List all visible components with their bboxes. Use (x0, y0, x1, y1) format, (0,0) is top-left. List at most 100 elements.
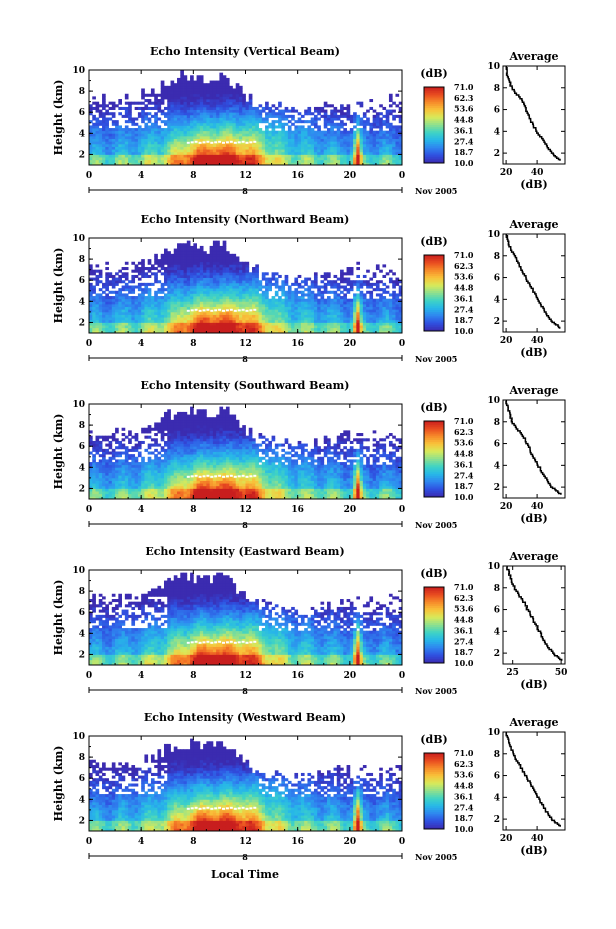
profile-title: Average (508, 550, 558, 563)
panel-title: Echo Intensity (Southward Beam) (141, 379, 350, 392)
profile-y-tick-label: 6 (494, 440, 500, 450)
heatmap-cells (89, 70, 403, 166)
x-tick-label: 16 (291, 505, 304, 515)
date-label: Nov 2005 (415, 186, 457, 196)
y-tick-label: 4 (79, 629, 85, 639)
colorbar-frame (423, 420, 445, 498)
day-label: 8 (242, 852, 248, 862)
colorbar-tick-label: 36.1 (454, 625, 473, 635)
y-tick-label: 8 (79, 587, 85, 597)
y-tick-label: 2 (79, 318, 85, 328)
y-tick-label: 4 (79, 129, 85, 139)
colorbar-tick-label: 44.8 (454, 781, 474, 791)
colorbar-unit: (dB) (420, 67, 447, 80)
x-axis-label: Local Time (211, 868, 279, 881)
profile-x-tick-label: 40 (531, 502, 544, 512)
colorbar-tick-label: 10.0 (454, 492, 474, 502)
colorbar-tick-label: 53.6 (454, 770, 474, 780)
x-tick-label: 16 (291, 837, 304, 847)
y-axis-label: Height (km) (52, 580, 65, 656)
colorbar-tick-label: 44.8 (454, 615, 474, 625)
profile-y-tick-label: 2 (494, 815, 500, 825)
y-tick-label: 8 (79, 421, 85, 431)
y-axis-label: Height (km) (52, 746, 65, 822)
colorbar-tick-label: 71.0 (454, 250, 474, 260)
profile-y-tick-label: 4 (494, 461, 500, 471)
profile-title: Average (508, 384, 558, 397)
y-tick-label: 2 (79, 150, 85, 160)
profile-xlabel: (dB) (520, 678, 547, 691)
y-tick-label: 6 (79, 608, 85, 618)
x-tick-label: 12 (239, 339, 252, 349)
colorbar-tick-label: 44.8 (454, 115, 474, 125)
colorbar-tick-label: 62.3 (454, 593, 474, 603)
profile-frame (502, 731, 566, 831)
y-tick-label: 10 (72, 732, 85, 742)
day-label: 8 (242, 686, 248, 696)
y-tick-label: 6 (79, 276, 85, 286)
profile-y-tick-label: 6 (494, 772, 500, 782)
colorbar-tick-label: 36.1 (454, 125, 473, 135)
panel-2: Echo Intensity (Northward Beam) 2 4 6 8 10 Hei… (52, 213, 566, 364)
panel-title: Echo Intensity (Westward Beam) (144, 711, 346, 724)
profile-line (505, 234, 561, 329)
colorbar-tick-label: 27.4 (454, 304, 474, 314)
date-label: Nov 2005 (415, 686, 457, 696)
colorbar-tick-label: 27.4 (454, 636, 474, 646)
y-tick-label: 8 (79, 753, 85, 763)
colorbar-tick-label: 62.3 (454, 261, 474, 271)
x-tick-label: 4 (138, 339, 144, 349)
x-tick-label: 0 (86, 339, 92, 349)
profile-line (506, 566, 563, 661)
y-tick-label: 6 (79, 108, 85, 118)
profile-frame (502, 65, 566, 165)
colorbar-tick-label: 44.8 (454, 449, 474, 459)
x-tick-label: 12 (239, 671, 252, 681)
x-tick-label: 8 (190, 171, 196, 181)
profile-x-tick-label: 20 (500, 168, 513, 178)
profile-y-tick-label: 4 (494, 627, 500, 637)
colorbar-tick-label: 71.0 (454, 582, 474, 592)
x-tick-label: 8 (190, 505, 196, 515)
colorbar-tick-label: 53.6 (454, 438, 474, 448)
colorbar-tick-label: 27.4 (454, 136, 474, 146)
heatmap-cells (89, 572, 403, 666)
profile-y-tick-label: 6 (494, 106, 500, 116)
y-tick-label: 10 (72, 400, 85, 410)
y-tick-label: 2 (79, 816, 85, 826)
colorbar-tick-label: 62.3 (454, 427, 474, 437)
x-tick-label: 20 (344, 837, 357, 847)
profile-title: Average (508, 218, 558, 231)
date-label: Nov 2005 (415, 852, 457, 862)
colorbar-unit: (dB) (420, 567, 447, 580)
y-axis-label: Height (km) (52, 248, 65, 324)
profile-xlabel: (dB) (520, 512, 547, 525)
y-tick-label: 8 (79, 87, 85, 97)
colorbar-tick-label: 36.1 (454, 459, 473, 469)
profile-y-tick-label: 10 (487, 396, 500, 406)
x-tick-label: 0 (86, 671, 92, 681)
x-tick-label: 8 (190, 671, 196, 681)
profile-y-tick-label: 8 (494, 584, 500, 594)
x-tick-label: 0 (399, 671, 405, 681)
profile-line (505, 400, 562, 495)
profile-title: Average (508, 50, 558, 63)
profile-y-tick-label: 2 (494, 149, 500, 159)
colorbar-tick-label: 71.0 (454, 82, 474, 92)
colorbar: 71.062.353.644.836.127.418.710.0 (423, 82, 474, 168)
average-profile: Average 2 4 6 8 10 25 50 (dB) (487, 550, 567, 691)
colorbar-tick-label: 18.7 (454, 813, 473, 823)
day-label: 8 (242, 520, 248, 530)
profile-y-tick-label: 8 (494, 750, 500, 760)
average-profile: Average 2 4 6 8 10 20 40(dB) (487, 50, 566, 191)
y-tick-label: 4 (79, 463, 85, 473)
profile-y-tick-label: 10 (487, 230, 500, 240)
colorbar-tick-label: 53.6 (454, 104, 474, 114)
profile-xlabel: (dB) (520, 346, 547, 359)
colorbar-frame (423, 586, 445, 664)
y-tick-label: 4 (79, 795, 85, 805)
profile-y-tick-label: 4 (494, 295, 500, 305)
colorbar-tick-label: 10.0 (454, 158, 474, 168)
x-tick-label: 0 (399, 339, 405, 349)
x-tick-label: 20 (344, 171, 357, 181)
